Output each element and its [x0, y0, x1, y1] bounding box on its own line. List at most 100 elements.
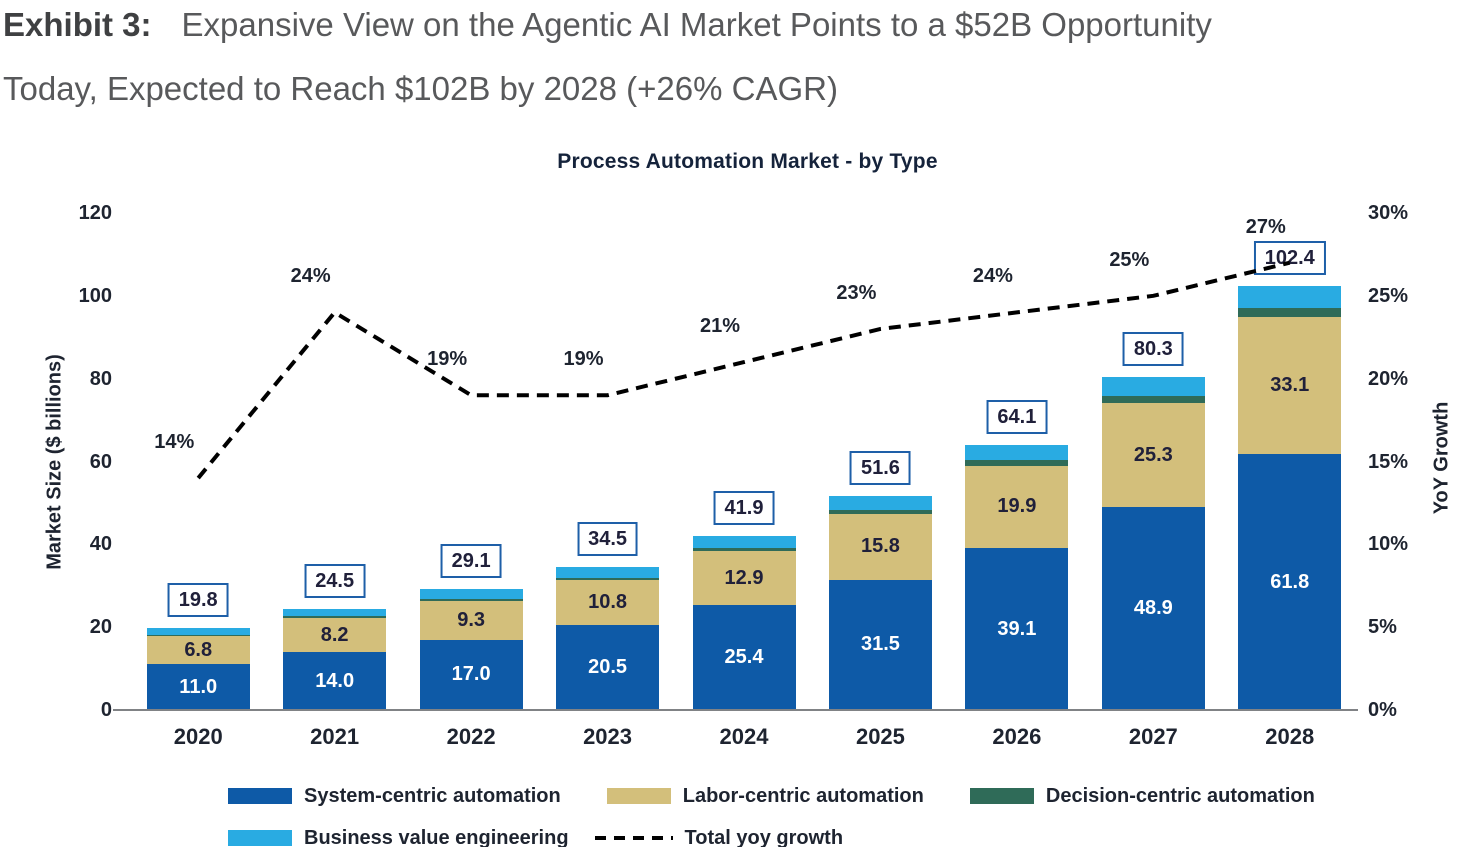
bar-segment-labor-centric-automation: 19.9 [965, 465, 1069, 549]
bar-segment-labor-centric-automation: 33.1 [1238, 316, 1342, 455]
y-axis-tick-left: 120 [78, 202, 112, 224]
bar-segment-system-centric-automation: 25.4 [692, 604, 796, 710]
bar-segment-business-value-engineering [556, 567, 660, 578]
bar-total-box: 64.1 [986, 399, 1048, 434]
legend-item: Decision-centric automation [969, 784, 1315, 808]
exhibit-title-text: Expansive View on the Agentic AI Market … [181, 6, 1212, 43]
bar-value-label: 31.5 [860, 633, 900, 656]
legend-label: Business value engineering [304, 826, 569, 847]
bar-segment-labor-centric-automation: 6.8 [146, 636, 250, 665]
growth-point-label: 19% [427, 348, 468, 371]
bar-value-label: 12.9 [724, 566, 764, 589]
y-axis-tick-right: 30% [1368, 202, 1409, 224]
legend-color-swatch-icon [969, 788, 1034, 804]
bar-segment-business-value-engineering [965, 444, 1069, 461]
y-axis-tick-right: 5% [1368, 616, 1397, 639]
bar-value-label: 8.2 [320, 623, 349, 646]
exhibit-number-label: Exhibit 3: [3, 6, 152, 43]
growth-point-label: 14% [154, 431, 195, 454]
growth-point-label: 24% [290, 265, 331, 288]
bar-segment-business-value-engineering [1238, 285, 1342, 309]
bar-segment-decision-centric-automation [828, 509, 932, 515]
x-axis-label: 2021 [310, 724, 360, 749]
x-axis-label: 2022 [446, 724, 496, 749]
y-axis-tick-left: 20 [89, 616, 112, 639]
bar-segment-decision-centric-automation [1101, 396, 1205, 403]
x-axis-label: 2026 [992, 724, 1042, 749]
bar-segment-labor-centric-automation: 25.3 [1101, 402, 1205, 508]
y-axis-tick-right: 0% [1368, 699, 1397, 721]
exhibit-title-line2: Today, Expected to Reach $102B by 2028 (… [3, 70, 838, 107]
exhibit-title-line1: Exhibit 3: Expansive View on the Agentic … [3, 4, 1473, 46]
legend-item: Business value engineering [228, 827, 569, 847]
bar-segment-system-centric-automation: 14.0 [283, 652, 387, 710]
bar-value-label: 33.1 [1270, 373, 1310, 396]
bar-total-box: 41.9 [713, 491, 775, 526]
x-axis-label: 2024 [719, 724, 769, 749]
growth-point-label: 25% [1109, 248, 1150, 271]
bar-value-label: 9.3 [457, 608, 486, 631]
chart-legend: System-centric automation Labor-centric a… [228, 775, 1315, 847]
bar-segment-decision-centric-automation [419, 599, 523, 602]
y-axis-tick-left: 60 [89, 450, 112, 473]
bar-value-label: 17.0 [451, 663, 491, 686]
bar-total-box: 24.5 [304, 563, 366, 598]
x-axis-label: 2020 [173, 724, 223, 749]
bar-segment-decision-centric-automation [1238, 308, 1342, 317]
legend-color-swatch-icon [228, 830, 292, 846]
x-axis-label: 2025 [855, 724, 905, 749]
bar-segment-system-centric-automation: 17.0 [419, 639, 523, 710]
legend-label: System-centric automation [304, 784, 561, 807]
bar-segment-decision-centric-automation [556, 577, 660, 581]
bar-segment-system-centric-automation: 11.0 [146, 664, 250, 710]
x-axis-baseline [113, 709, 1358, 711]
bar-value-label: 11.0 [179, 675, 218, 698]
bar-value-label: 10.8 [588, 591, 628, 614]
bar-total-box: 34.5 [577, 522, 639, 557]
y-axis-tick-left: 100 [78, 284, 112, 307]
legend-item: Total yoy growth [594, 827, 843, 847]
y-axis-tick-right: 10% [1368, 533, 1409, 556]
bar-segment-labor-centric-automation: 9.3 [419, 601, 523, 640]
legend-label: Decision-centric automation [1045, 784, 1315, 807]
bar-segment-decision-centric-automation [283, 616, 387, 619]
bar-segment-system-centric-automation: 31.5 [828, 579, 932, 710]
legend-dashed-line-icon [594, 836, 673, 840]
bar-value-label: 61.8 [1270, 570, 1310, 593]
y-axis-tick-right: 20% [1368, 367, 1409, 390]
legend-label: Labor-centric automation [682, 784, 924, 807]
legend-row-2: Business value engineering Total yoy grow… [228, 817, 1315, 847]
growth-point-label: 19% [563, 348, 604, 371]
bar-value-label: 25.3 [1133, 443, 1173, 466]
bar-value-label: 19.9 [997, 495, 1037, 518]
growth-point-label: 24% [972, 265, 1013, 288]
bar-total-box: 19.8 [167, 582, 229, 617]
legend-item: System-centric automation [228, 785, 561, 808]
legend-color-swatch-icon [228, 788, 292, 804]
bar-segment-system-centric-automation: 39.1 [965, 548, 1069, 710]
bar-segment-decision-centric-automation [692, 548, 796, 552]
bar-segment-business-value-engineering [419, 589, 523, 599]
bar-value-label: 25.4 [724, 645, 764, 668]
bar-value-label: 15.8 [860, 535, 900, 558]
bar-total-box: 80.3 [1122, 332, 1184, 367]
bar-segment-business-value-engineering [146, 627, 250, 636]
legend-item: Labor-centric automation [606, 784, 924, 808]
bar-total-box: 29.1 [440, 544, 502, 579]
bar-segment-labor-centric-automation: 10.8 [556, 580, 660, 626]
exhibit-header: Exhibit 3: Expansive View on the Agentic … [3, 4, 1473, 110]
bar-segment-business-value-engineering [1101, 377, 1205, 397]
bar-value-label: 20.5 [588, 656, 628, 679]
bar-value-label: 14.0 [315, 669, 355, 692]
bar-segment-labor-centric-automation: 12.9 [692, 551, 796, 605]
growth-point-label: 21% [699, 315, 741, 338]
x-axis-label: 2027 [1128, 724, 1178, 749]
y-axis-tick-left: 80 [89, 367, 112, 390]
y-axis-tick-right: 25% [1368, 284, 1409, 307]
x-axis-label: 2023 [583, 724, 633, 749]
bar-segment-labor-centric-automation: 8.2 [283, 618, 387, 652]
y-axis-tick-left: 0 [100, 699, 112, 721]
chart-title: Process Automation Market - by Type [557, 150, 938, 173]
